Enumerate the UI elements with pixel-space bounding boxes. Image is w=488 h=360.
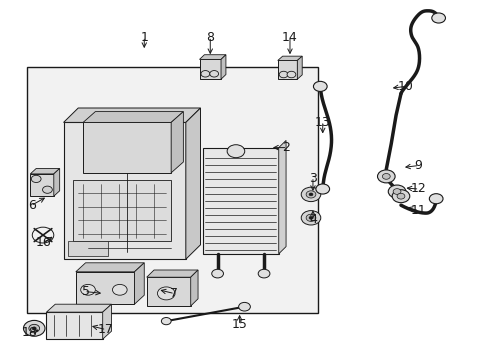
Circle shape: [308, 193, 312, 196]
Bar: [199, 59, 221, 79]
Circle shape: [238, 302, 250, 311]
Polygon shape: [102, 304, 111, 339]
Bar: [277, 60, 297, 79]
Polygon shape: [76, 263, 144, 272]
Circle shape: [226, 145, 244, 158]
Circle shape: [157, 287, 175, 300]
Circle shape: [209, 71, 218, 77]
Circle shape: [29, 324, 40, 332]
Circle shape: [81, 284, 95, 295]
Circle shape: [382, 174, 389, 179]
Text: 3: 3: [308, 172, 316, 185]
Circle shape: [396, 193, 404, 199]
Circle shape: [279, 71, 287, 78]
Circle shape: [308, 216, 312, 219]
Bar: [76, 272, 134, 304]
Polygon shape: [134, 263, 144, 304]
Polygon shape: [221, 55, 225, 79]
Bar: [83, 122, 171, 173]
Circle shape: [161, 318, 171, 325]
Circle shape: [391, 190, 409, 203]
Polygon shape: [199, 55, 225, 59]
Polygon shape: [63, 122, 185, 259]
Circle shape: [387, 185, 405, 198]
Text: 11: 11: [409, 204, 425, 217]
Text: 18: 18: [21, 327, 37, 339]
Polygon shape: [297, 56, 302, 79]
Circle shape: [112, 284, 127, 295]
Circle shape: [258, 269, 269, 278]
Text: 17: 17: [97, 323, 113, 336]
Text: 16: 16: [36, 237, 52, 249]
Circle shape: [431, 13, 445, 23]
Text: 8: 8: [206, 31, 214, 44]
Polygon shape: [277, 56, 302, 60]
Bar: [203, 148, 278, 254]
Circle shape: [286, 71, 295, 78]
Polygon shape: [46, 304, 111, 312]
Circle shape: [305, 214, 315, 221]
Circle shape: [315, 184, 329, 194]
Polygon shape: [185, 108, 200, 259]
Text: 9: 9: [413, 159, 421, 172]
Text: 1: 1: [140, 31, 148, 44]
Bar: [46, 312, 102, 339]
Circle shape: [23, 320, 45, 336]
Circle shape: [201, 71, 209, 77]
Circle shape: [377, 170, 394, 183]
Polygon shape: [171, 112, 183, 173]
Bar: [73, 180, 171, 241]
Circle shape: [32, 327, 36, 330]
Text: 15: 15: [231, 318, 247, 330]
Bar: [146, 277, 190, 306]
Polygon shape: [190, 270, 198, 306]
Circle shape: [31, 175, 41, 183]
Text: 12: 12: [409, 183, 425, 195]
Polygon shape: [146, 270, 198, 277]
Polygon shape: [54, 168, 60, 196]
Bar: [30, 174, 54, 196]
Text: 5: 5: [81, 285, 89, 298]
Circle shape: [392, 189, 400, 194]
Circle shape: [313, 81, 326, 91]
Bar: [27, 67, 317, 313]
Text: 6: 6: [28, 199, 36, 212]
Text: 4: 4: [308, 213, 316, 226]
Polygon shape: [278, 140, 285, 254]
Circle shape: [305, 191, 315, 198]
Text: 10: 10: [397, 80, 413, 93]
Text: 7: 7: [169, 287, 177, 300]
Text: 2: 2: [282, 141, 289, 154]
Bar: [68, 241, 107, 256]
Text: 14: 14: [282, 31, 297, 44]
Polygon shape: [83, 112, 183, 122]
Circle shape: [211, 269, 223, 278]
Circle shape: [42, 186, 52, 193]
Circle shape: [301, 211, 320, 225]
Circle shape: [301, 187, 320, 202]
Text: 13: 13: [314, 116, 330, 129]
Polygon shape: [63, 108, 200, 122]
Polygon shape: [30, 168, 60, 174]
Circle shape: [428, 194, 442, 204]
